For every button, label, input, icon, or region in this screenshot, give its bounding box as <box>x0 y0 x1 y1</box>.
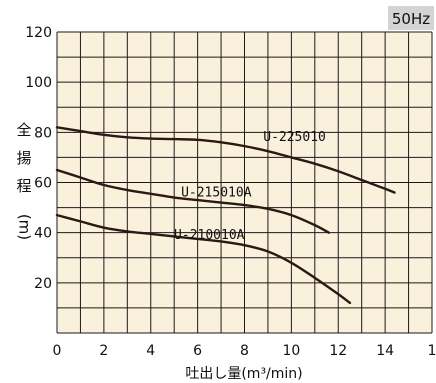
y-tick-label: 120 <box>25 25 52 41</box>
x-tick-label: 14 <box>376 343 394 359</box>
x-tick-label: 8 <box>240 343 249 359</box>
x-tick-label: 4 <box>146 343 155 359</box>
pump-curve <box>55 126 396 194</box>
pump-curve-label: U-225010 <box>263 130 326 145</box>
y-tick-label: 60 <box>34 176 52 192</box>
axis-tick-labels: 20 40 60 80 100 120 0 2 4 6 8 10 12 14 1 <box>25 25 436 359</box>
x-tick-label: 12 <box>329 343 347 359</box>
y-tick-label: 100 <box>25 75 52 91</box>
x-tick-label: 2 <box>99 343 108 359</box>
x-tick-label: 0 <box>53 343 62 359</box>
y-axis-label-unit: (m) <box>16 214 34 240</box>
pump-curve-label: U-215010A <box>181 185 252 200</box>
pump-curves: U-225010 U-215010A U-210010A <box>55 126 396 305</box>
x-axis-label: 吐出し量(m³/min) <box>185 366 302 382</box>
y-axis-label: 全揚程 (m) <box>16 121 34 240</box>
frequency-badge-background <box>388 6 434 30</box>
y-tick-label: 20 <box>34 276 52 292</box>
grid-lines <box>56 31 433 334</box>
y-axis-label-char: 程 <box>16 177 31 195</box>
frequency-badge-label: 50Hz <box>392 10 430 28</box>
pump-curve <box>55 213 352 305</box>
y-axis-label-char: 揚 <box>16 149 31 167</box>
x-tick-label: 10 <box>282 343 300 359</box>
x-tick-label: 6 <box>193 343 202 359</box>
frequency-badge: 50Hz <box>388 6 434 30</box>
y-tick-label: 80 <box>34 125 52 141</box>
y-tick-label: 40 <box>34 226 52 242</box>
pump-curve-label: U-210010A <box>174 228 245 243</box>
y-axis-label-char: 全 <box>16 121 31 139</box>
pump-curve <box>55 168 331 234</box>
x-tick-label: 1 <box>428 343 436 359</box>
